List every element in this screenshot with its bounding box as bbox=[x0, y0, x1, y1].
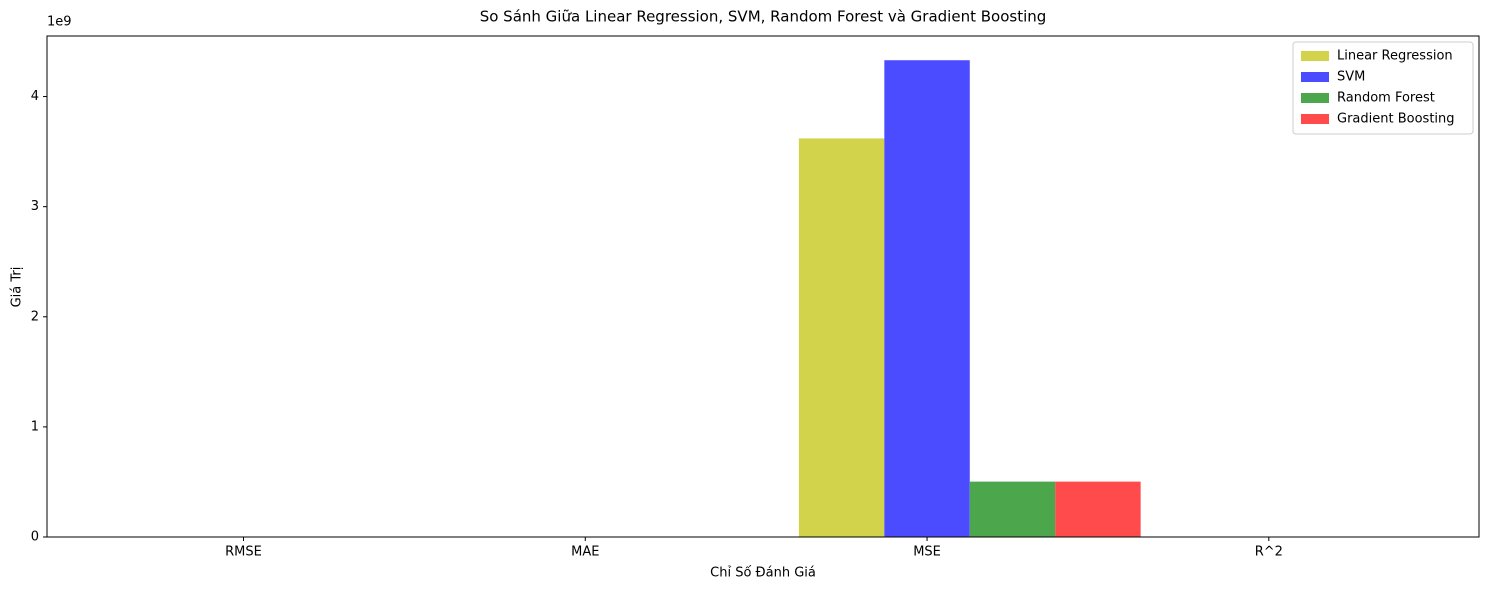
legend-swatch bbox=[1301, 93, 1329, 103]
y-tick-label: 2 bbox=[31, 309, 39, 324]
y-tick-label: 0 bbox=[31, 530, 39, 545]
legend-label: Gradient Boosting bbox=[1337, 112, 1455, 127]
y-tick-label: 4 bbox=[31, 89, 39, 104]
y-tick-label: 3 bbox=[31, 199, 39, 214]
legend-label: Random Forest bbox=[1337, 91, 1435, 106]
x-tick-label: MAE bbox=[571, 545, 599, 560]
x-axis-label: Chỉ Số Đánh Giá bbox=[710, 566, 816, 581]
bar bbox=[884, 60, 970, 537]
y-offset-label: 1e9 bbox=[47, 15, 72, 30]
bar bbox=[798, 138, 885, 537]
legend-swatch bbox=[1301, 72, 1329, 82]
y-axis-label: Giá Trị bbox=[10, 267, 25, 308]
legend-swatch bbox=[1301, 51, 1329, 61]
bar bbox=[1055, 481, 1141, 537]
x-tick-label: MSE bbox=[913, 545, 941, 560]
plot-frame bbox=[46, 35, 1480, 538]
chart-title: So Sánh Giữa Linear Regression, SVM, Ran… bbox=[480, 8, 1047, 26]
legend-label: Linear Regression bbox=[1337, 49, 1453, 64]
legend-box bbox=[1292, 41, 1474, 135]
x-tick-label: R^2 bbox=[1255, 545, 1283, 560]
bar bbox=[969, 481, 1056, 537]
legend-label: SVM bbox=[1337, 70, 1365, 85]
x-tick-label: RMSE bbox=[225, 545, 262, 560]
legend-swatch bbox=[1301, 114, 1329, 124]
y-tick-label: 1 bbox=[31, 419, 39, 434]
